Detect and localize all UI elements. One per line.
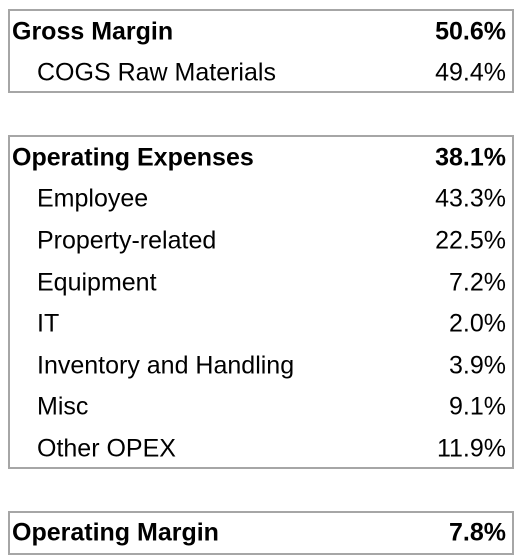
it-row: IT 2.0% [10,303,512,345]
cogs-raw-materials-value: 49.4% [435,58,506,87]
gross-margin-label: Gross Margin [12,17,174,46]
operating-margin-table: Operating Margin 7.8% [8,511,514,555]
inventory-handling-label: Inventory and Handling [37,351,295,380]
operating-margin-value: 7.8% [449,518,506,547]
it-label: IT [37,309,60,338]
equipment-label: Equipment [37,268,157,297]
operating-margin-label: Operating Margin [12,518,219,547]
inventory-handling-row: Inventory and Handling 3.9% [10,345,512,387]
employee-label: Employee [37,184,149,213]
gross-margin-table: Gross Margin 50.6% COGS Raw Materials 49… [8,9,514,93]
operating-expenses-value: 38.1% [435,143,506,172]
misc-value: 9.1% [449,392,506,421]
equipment-value: 7.2% [449,268,506,297]
inventory-handling-value: 3.9% [449,351,506,380]
other-opex-label: Other OPEX [37,434,176,463]
employee-row: Employee 43.3% [10,179,512,221]
operating-expenses-label: Operating Expenses [12,143,254,172]
property-related-value: 22.5% [435,226,506,255]
misc-row: Misc 9.1% [10,387,512,429]
employee-value: 43.3% [435,184,506,213]
other-opex-row: Other OPEX 11.9% [10,428,512,470]
cogs-raw-materials-label: COGS Raw Materials [37,58,276,87]
operating-expenses-row: Operating Expenses 38.1% [10,137,512,179]
gross-margin-value: 50.6% [435,17,506,46]
it-value: 2.0% [449,309,506,338]
gross-margin-row: Gross Margin 50.6% [10,11,512,53]
cogs-raw-materials-row: COGS Raw Materials 49.4% [10,53,512,95]
property-related-label: Property-related [37,226,217,255]
misc-label: Misc [37,392,89,421]
other-opex-value: 11.9% [436,434,506,463]
equipment-row: Equipment 7.2% [10,262,512,304]
operating-expenses-table: Operating Expenses 38.1% Employee 43.3% … [8,135,514,469]
operating-margin-row: Operating Margin 7.8% [10,513,512,553]
property-related-row: Property-related 22.5% [10,220,512,262]
